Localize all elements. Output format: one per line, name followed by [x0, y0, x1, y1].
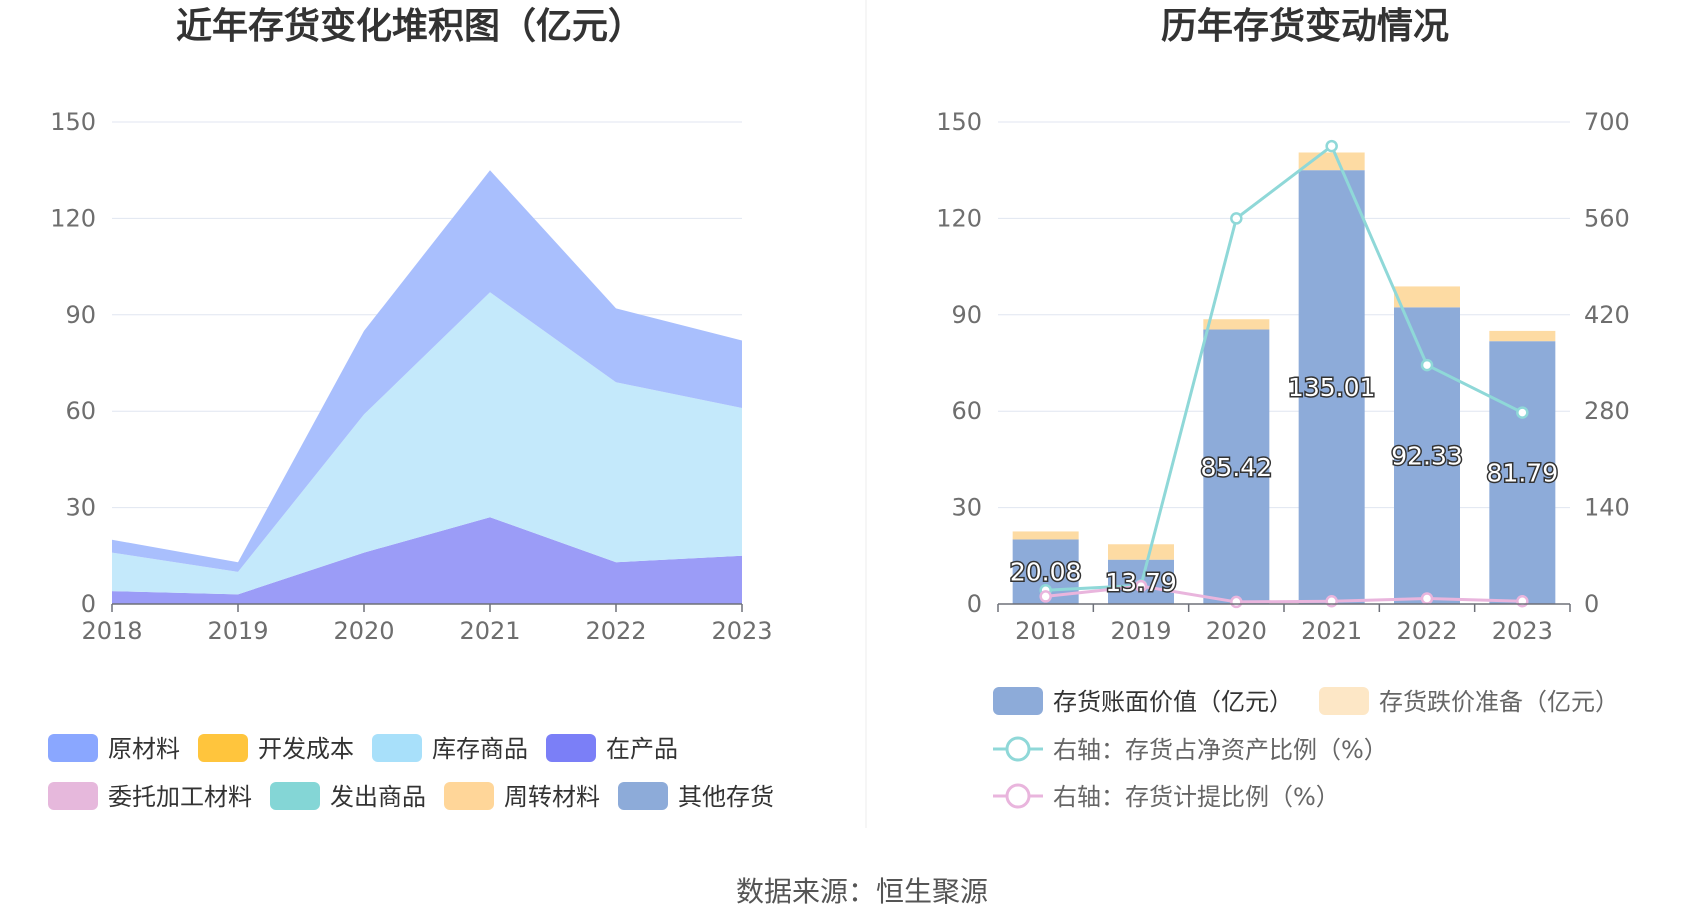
- right-y-right-tick: 280: [1584, 397, 1630, 425]
- left-y-tick: 150: [50, 108, 96, 136]
- bar-value-label: 13.79: [1105, 568, 1177, 597]
- right-y-right-tick: 0: [1584, 590, 1599, 618]
- right-x-tick: 2023: [1492, 617, 1553, 645]
- right-x-tick: 2018: [1015, 617, 1076, 645]
- line-point-1: [1230, 595, 1243, 609]
- right-y-left-tick: 150: [936, 108, 982, 136]
- area-series-2: [112, 170, 742, 572]
- bar-value-label: 85.42: [1201, 453, 1273, 482]
- line-series-0: [1045, 143, 1524, 592]
- legend-swatch: [1319, 687, 1369, 715]
- bar-book-value: [1203, 329, 1270, 604]
- legend-swatch: [546, 734, 596, 762]
- legend-label: 其他存货: [678, 783, 774, 811]
- line-point-1: [1420, 592, 1434, 605]
- right-y-left-tick: 0: [967, 590, 982, 618]
- bar-value-label: 135.01: [1288, 373, 1375, 402]
- bar-impairment-provision: [1394, 286, 1460, 308]
- right-y-left-tick: 30: [951, 494, 982, 522]
- data-source: 数据来源：恒生聚源: [736, 875, 988, 908]
- legend-label: 发出商品: [330, 783, 426, 811]
- right-y-right-tick: 140: [1584, 494, 1630, 522]
- left-x-tick: 2020: [333, 617, 394, 645]
- left-areas: [112, 170, 742, 604]
- bar-impairment-provision: [1298, 152, 1365, 171]
- left-y-tick: 30: [65, 494, 96, 522]
- left-x-tick: 2018: [81, 617, 142, 645]
- legend-swatch: [198, 734, 248, 762]
- right-labels: 20.08 13.79 85.42 135.01 92.33 81.79: [1008, 372, 1559, 599]
- right-grid: [998, 121, 1570, 509]
- left-x-tick: 2023: [711, 617, 772, 645]
- legend-swatch: [48, 734, 98, 762]
- right-y-right-tick: 420: [1584, 301, 1630, 329]
- left-chart-title: 近年存货变化堆积图（亿元）: [176, 5, 644, 47]
- line-point-1: [1134, 579, 1148, 593]
- right-axis: 0 0 30 140 60 280 90 420 120 560 150 700 2018 2019 202…: [936, 108, 1630, 645]
- bar-value-label: 81.79: [1487, 459, 1559, 488]
- legend-label: 库存商品: [432, 735, 528, 763]
- legend-label: 在产品: [606, 735, 678, 763]
- line-point-0: [1230, 212, 1243, 225]
- left-x-tick: 2022: [585, 617, 646, 645]
- legend-swatch: [993, 687, 1043, 715]
- bar-impairment-provision: [1012, 531, 1079, 540]
- right-x-tick: 2019: [1110, 617, 1171, 645]
- bar-impairment-provision: [1489, 330, 1556, 342]
- legend-label: 右轴：存货占净资产比例（%）: [1053, 736, 1388, 764]
- right-x-tick: 2020: [1206, 617, 1267, 645]
- bar-book-value: [1298, 170, 1365, 605]
- left-y-tick: 90: [65, 301, 96, 329]
- left-y-tick: 0: [81, 590, 96, 618]
- line-point-1: [1039, 590, 1052, 603]
- right-chart-title: 历年存货变动情况: [1161, 5, 1449, 47]
- legend-label: 右轴：存货计提比例（%）: [1053, 783, 1340, 811]
- bar-impairment-provision: [1108, 544, 1174, 560]
- bar-book-value: [1489, 341, 1556, 604]
- legend-label: 委托加工材料: [108, 783, 252, 811]
- left-axis: 0 30 60 90 120 150 2018 2019 2020 2021 2022 2023: [50, 108, 772, 645]
- right-y-left-tick: 60: [951, 397, 982, 425]
- legend-label: 开发成本: [258, 735, 354, 763]
- left-y-tick: 60: [65, 397, 96, 425]
- legend-label: 存货跌价准备（亿元）: [1379, 688, 1619, 716]
- right-x-tick: 2021: [1301, 617, 1362, 645]
- bar-impairment-provision: [1203, 319, 1270, 330]
- area-series-1: [112, 292, 742, 595]
- legend-swatch: [444, 782, 494, 810]
- legend-swatch: [270, 782, 320, 810]
- line-point-0: [1420, 358, 1434, 372]
- line-point-0: [1516, 406, 1529, 419]
- legend-swatch: [372, 734, 422, 762]
- legend-label: 原材料: [108, 735, 180, 763]
- left-y-tick: 120: [50, 204, 96, 232]
- left-x-tick: 2019: [207, 617, 268, 645]
- legend-label: 存货账面价值（亿元）: [1053, 688, 1293, 716]
- line-series-1: [1045, 584, 1523, 604]
- legend-line-marker: [1005, 783, 1031, 809]
- bar-book-value: [1394, 307, 1460, 604]
- area-series-0: [112, 517, 742, 604]
- right-bars: [1012, 152, 1556, 605]
- legend-right: 存货账面价值（亿元） 存货跌价准备（亿元） 右轴：存货占净资产比例（%） 右轴：存货计…: [993, 687, 1619, 811]
- legend-line-marker: [1005, 736, 1031, 762]
- bar-value-label: 20.08: [1010, 558, 1082, 587]
- right-y-left-tick: 120: [936, 204, 982, 232]
- legend-swatch: [618, 782, 668, 810]
- legend-swatch: [48, 782, 98, 810]
- bar-value-label: 92.33: [1391, 442, 1463, 471]
- legend-label: 周转材料: [504, 783, 600, 811]
- right-y-left-tick: 90: [951, 301, 982, 329]
- left-x-tick: 2021: [459, 617, 520, 645]
- right-y-right-tick: 700: [1584, 108, 1630, 136]
- right-y-right-tick: 560: [1584, 204, 1630, 232]
- line-point-0: [1325, 139, 1338, 153]
- right-x-tick: 2022: [1396, 617, 1457, 645]
